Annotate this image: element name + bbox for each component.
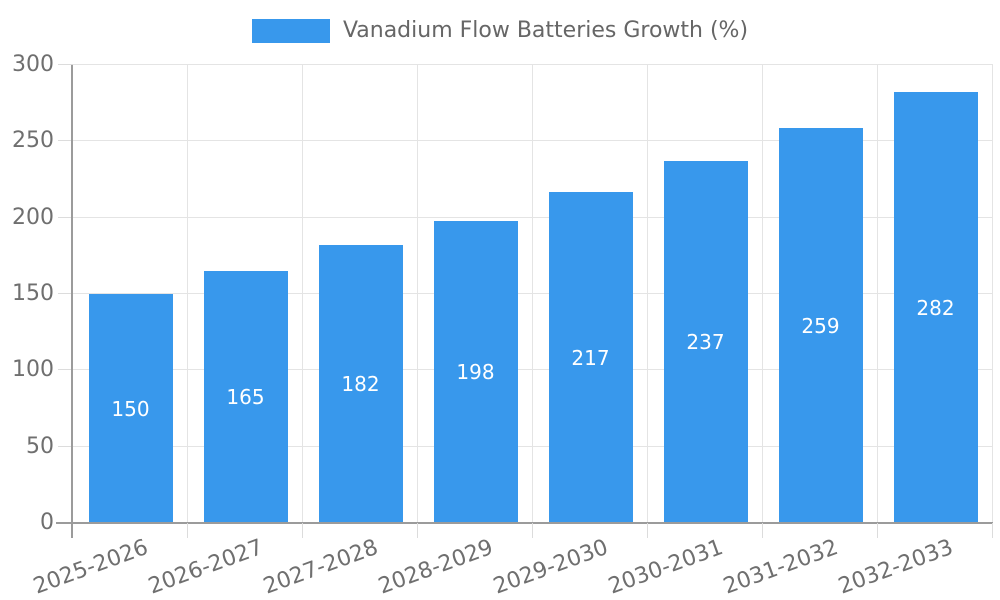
y-axis-label: 100: [12, 357, 54, 383]
x-axis-label: 2027-2028: [259, 535, 382, 600]
gridline-horizontal: [73, 64, 993, 65]
gridline-vertical: [417, 65, 418, 523]
x-axis-tick: [532, 523, 533, 538]
y-axis-tick: [58, 140, 73, 142]
x-axis-tick: [302, 523, 303, 538]
bar-value-label: 217: [571, 345, 610, 370]
gridline-vertical: [302, 65, 303, 523]
x-axis-tick: [417, 523, 418, 538]
gridline-horizontal: [73, 293, 993, 294]
y-axis-tick: [58, 293, 73, 294]
y-axis-label: 150: [12, 281, 54, 306]
x-axis-label: 2026-2027: [144, 535, 267, 600]
bar-2031-2032[interactable]: 259: [778, 128, 863, 523]
gridline-horizontal: [73, 445, 993, 447]
bar-2025-2026[interactable]: 150: [88, 294, 173, 523]
gridline-vertical: [532, 65, 533, 523]
y-axis-tick: [58, 64, 73, 65]
bar-2027-2028[interactable]: 182: [318, 245, 403, 523]
y-axis-label: 50: [26, 433, 54, 459]
legend-label: Vanadium Flow Batteries Growth (%): [342, 18, 749, 43]
bar-value-label: 282: [916, 295, 955, 320]
y-axis-label: 300: [12, 52, 54, 77]
gridline-vertical: [877, 65, 878, 523]
x-axis-tick: [762, 523, 763, 538]
x-axis-label: 2030-2031: [604, 535, 727, 600]
legend-swatch: [251, 19, 330, 43]
bar-2032-2033[interactable]: 282: [893, 92, 978, 523]
x-axis-tick: [647, 523, 648, 538]
gridline-horizontal: [73, 216, 993, 218]
x-axis-label: 2028-2029: [374, 535, 497, 600]
gridline-vertical: [992, 65, 993, 523]
y-axis-tick: [58, 445, 73, 447]
chart-legend[interactable]: Vanadium Flow Batteries Growth (%): [0, 17, 1000, 45]
bar-2028-2029[interactable]: 198: [433, 221, 518, 523]
gridline-horizontal: [73, 140, 993, 142]
y-axis-tick: [58, 369, 73, 371]
x-axis-line: [56, 522, 993, 524]
bar-value-label: 150: [111, 396, 150, 421]
y-axis-label: 250: [12, 128, 54, 154]
bar-value-label: 237: [686, 330, 725, 354]
bar-value-label: 165: [226, 385, 265, 409]
y-axis-line: [71, 65, 73, 538]
gridline-vertical: [647, 65, 648, 523]
x-axis-tick: [992, 523, 993, 538]
x-axis-label: 2025-2026: [29, 535, 152, 600]
bar-value-label: 259: [801, 313, 840, 338]
gridline-vertical: [762, 65, 763, 523]
y-axis-label: 0: [40, 510, 54, 535]
x-axis-label: 2031-2032: [719, 535, 842, 600]
x-axis-label: 2032-2033: [834, 535, 957, 600]
y-axis-tick: [58, 216, 73, 218]
bar-value-label: 198: [456, 360, 495, 384]
bar-2030-2031[interactable]: 237: [663, 161, 748, 523]
x-axis-label: 2029-2030: [489, 535, 612, 600]
gridline-vertical: [187, 65, 188, 523]
bar-2026-2027[interactable]: 165: [203, 271, 288, 523]
bar-2029-2030[interactable]: 217: [548, 192, 633, 523]
x-axis-tick: [187, 523, 188, 538]
y-axis-label: 200: [12, 204, 54, 230]
x-axis-tick: [877, 523, 878, 538]
bar-value-label: 182: [341, 372, 380, 396]
gridline-horizontal: [73, 369, 993, 371]
